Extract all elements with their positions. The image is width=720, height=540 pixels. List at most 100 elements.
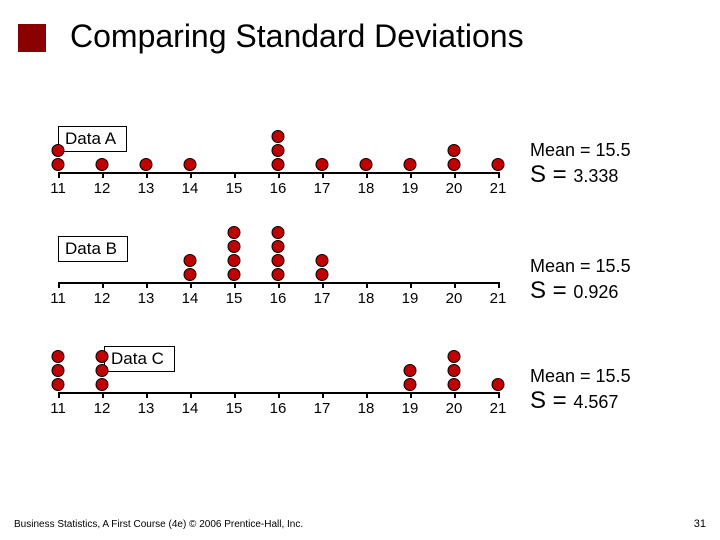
axis-tick [102, 282, 104, 288]
axis-tick-label: 16 [270, 400, 287, 417]
axis-tick [498, 282, 500, 288]
sd-text: S = 4.567 [530, 387, 710, 415]
axis-tick-label: 12 [94, 400, 111, 417]
axis-tick [190, 392, 192, 398]
axis-tick [410, 172, 412, 178]
page-number: 31 [694, 518, 706, 530]
stats-block: Mean = 15.5S = 3.338 [530, 140, 710, 189]
dataset-label: Data C [104, 346, 175, 372]
axis-tick-label: 12 [94, 180, 111, 197]
axis-tick [146, 172, 148, 178]
axis-tick-label: 21 [490, 290, 507, 307]
axis-tick [322, 392, 324, 398]
axis-tick-label: 14 [182, 400, 199, 417]
stats-block: Mean = 15.5S = 4.567 [530, 366, 710, 415]
dataset-label: Data A [58, 126, 127, 152]
axis-tick-label: 21 [490, 400, 507, 417]
axis-tick [322, 172, 324, 178]
data-point [96, 158, 109, 171]
axis-tick-label: 11 [50, 180, 66, 197]
data-point [272, 254, 285, 267]
axis-tick [454, 392, 456, 398]
axis-tick-label: 16 [270, 290, 287, 307]
data-point [272, 130, 285, 143]
axis-tick [234, 282, 236, 288]
data-point [52, 364, 65, 377]
sd-text: S = 3.338 [530, 161, 710, 189]
data-point [228, 268, 241, 281]
axis-tick [58, 282, 60, 288]
axis-tick [498, 392, 500, 398]
axis-tick [278, 282, 280, 288]
axis-tick [278, 172, 280, 178]
data-point [52, 350, 65, 363]
data-point [448, 378, 461, 391]
axis-tick [58, 172, 60, 178]
data-point [492, 158, 505, 171]
data-point [140, 158, 153, 171]
data-point [272, 158, 285, 171]
axis-tick-label: 19 [402, 400, 419, 417]
data-point [96, 378, 109, 391]
axis-tick-label: 14 [182, 180, 199, 197]
axis-tick-label: 18 [358, 400, 375, 417]
axis-tick [234, 392, 236, 398]
data-point [184, 268, 197, 281]
data-point [52, 158, 65, 171]
data-point [448, 364, 461, 377]
axis-tick [454, 282, 456, 288]
axis-tick [454, 172, 456, 178]
axis-tick-label: 15 [226, 400, 243, 417]
data-point [316, 158, 329, 171]
axis-tick [322, 282, 324, 288]
axis-tick-label: 17 [314, 180, 331, 197]
data-point [184, 158, 197, 171]
data-point [52, 378, 65, 391]
mean-text: Mean = 15.5 [530, 366, 710, 387]
axis-tick [190, 172, 192, 178]
axis-tick [58, 392, 60, 398]
axis-tick [410, 282, 412, 288]
data-point [184, 254, 197, 267]
axis-tick-label: 12 [94, 290, 111, 307]
page-title: Comparing Standard Deviations [70, 18, 524, 55]
axis-tick-label: 17 [314, 400, 331, 417]
data-point [228, 226, 241, 239]
axis-tick-label: 21 [490, 180, 507, 197]
axis-tick-label: 13 [138, 180, 155, 197]
axis-tick-label: 14 [182, 290, 199, 307]
axis-tick [498, 172, 500, 178]
axis-tick-label: 20 [446, 180, 463, 197]
stats-block: Mean = 15.5S = 0.926 [530, 256, 710, 305]
axis-tick-label: 17 [314, 290, 331, 307]
axis-tick [366, 282, 368, 288]
axis-tick-label: 15 [226, 180, 243, 197]
data-point [272, 144, 285, 157]
axis-tick [190, 282, 192, 288]
data-point [272, 226, 285, 239]
data-point [96, 364, 109, 377]
axis-tick [366, 172, 368, 178]
axis-tick [366, 392, 368, 398]
axis-tick-label: 11 [50, 290, 66, 307]
data-point [404, 364, 417, 377]
axis-tick [102, 172, 104, 178]
axis-tick-label: 18 [358, 290, 375, 307]
axis-tick-label: 20 [446, 290, 463, 307]
data-point [448, 144, 461, 157]
footer-text: Business Statistics, A First Course (4e)… [14, 519, 303, 530]
data-point [360, 158, 373, 171]
data-point [448, 350, 461, 363]
data-point [404, 378, 417, 391]
data-point [448, 158, 461, 171]
axis-tick-label: 19 [402, 290, 419, 307]
axis-tick-label: 16 [270, 180, 287, 197]
axis-tick-label: 11 [50, 400, 66, 417]
axis-tick [102, 392, 104, 398]
data-point [316, 268, 329, 281]
dataset-label: Data B [58, 236, 128, 262]
data-point [316, 254, 329, 267]
axis-tick-label: 13 [138, 290, 155, 307]
mean-text: Mean = 15.5 [530, 140, 710, 161]
axis-tick [234, 172, 236, 178]
